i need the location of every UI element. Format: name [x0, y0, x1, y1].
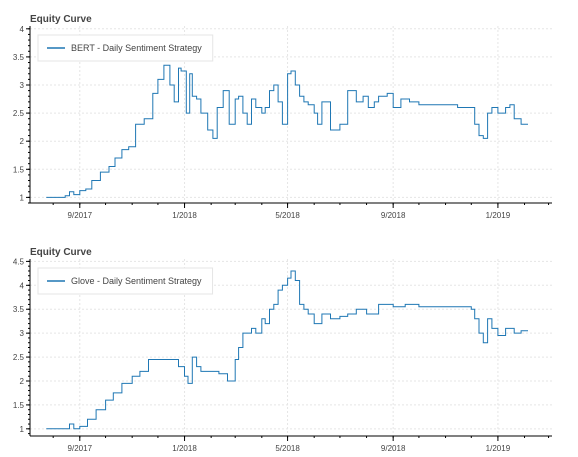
x-tick-label: 1/2019 [486, 444, 511, 453]
y-tick-label: 4 [20, 25, 25, 34]
x-tick-label: 5/2018 [275, 444, 300, 453]
x-tick-label: 5/2018 [275, 211, 300, 220]
legend: BERT - Daily Sentiment Strategy [37, 34, 214, 62]
legend-label: Glove - Daily Sentiment Strategy [71, 276, 202, 286]
legend: Glove - Daily Sentiment Strategy [37, 267, 214, 295]
equity-curve-chart-bert: Equity Curve 1 1.5 2 2.5 3 3.5 4 9/2017 1/2018 5/2… [13, 14, 552, 220]
grid [30, 26, 552, 203]
y-tick-label: 2 [20, 137, 25, 146]
y-tick-label: 2.5 [13, 353, 25, 362]
x-tick-label: 9/2018 [381, 211, 406, 220]
y-tick-label: 2 [20, 377, 25, 386]
y-tick-label: 3 [20, 329, 25, 338]
y-tick-label: 4.5 [13, 257, 25, 266]
x-tick-label: 1/2018 [172, 444, 197, 453]
legend-label: BERT - Daily Sentiment Strategy [71, 43, 202, 53]
y-tick-label: 2.5 [13, 109, 25, 118]
y-tick-label: 1 [20, 425, 25, 434]
y-tick-label: 4 [20, 281, 25, 290]
series-line [46, 270, 528, 430]
x-tick-label: 9/2018 [381, 444, 406, 453]
y-tick-label: 1.5 [13, 165, 25, 174]
y-tick-label: 3.5 [13, 305, 25, 314]
chart-title: Equity Curve [30, 247, 92, 258]
chart-title: Equity Curve [30, 14, 92, 25]
series-line [46, 64, 528, 198]
x-tick-label: 1/2019 [486, 211, 511, 220]
x-tick-label: 9/2017 [68, 211, 93, 220]
y-tick-label: 1 [20, 193, 25, 202]
y-tick-label: 3.5 [13, 53, 25, 62]
legend-box [37, 34, 214, 62]
y-tick-label: 3 [20, 81, 25, 90]
y-tick-label: 1.5 [13, 401, 25, 410]
x-tick-label: 1/2018 [172, 211, 197, 220]
legend-box [37, 267, 214, 295]
grid [30, 259, 552, 436]
equity-curve-chart-glove: Equity Curve 1 1.5 2 2.5 3 3.5 4 4.5 9/2017 1/2018… [13, 247, 552, 453]
x-tick-label: 9/2017 [68, 444, 93, 453]
